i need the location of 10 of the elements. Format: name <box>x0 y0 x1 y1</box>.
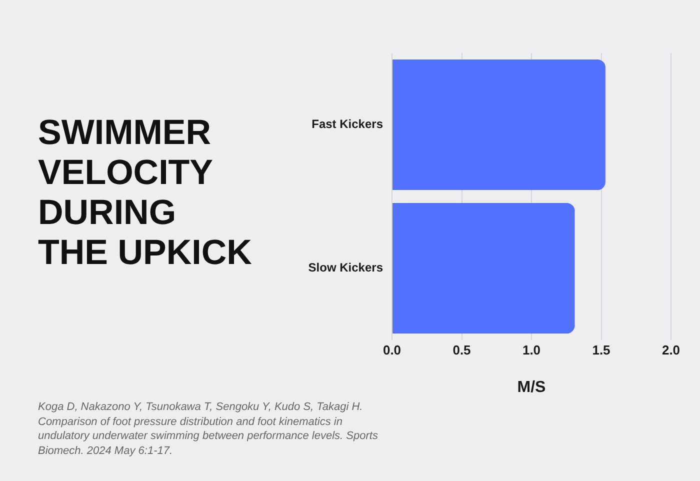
text: Koga D, Nakazono Y, Tsunokawa T, Sengoku Y, Kudo S, Takagi H. Comparison of foot pressure distribution and foot kinematics in undulatory underwater swimming between performance levels. Sports Biomech. 2024 May 6:1-17. <box>38 400 379 458</box>
x-axis-title: M/S <box>517 378 546 396</box>
x-tick-label: 2.0 <box>662 342 680 358</box>
x-tick-label: 1.5 <box>592 342 610 358</box>
text: SWIMMER VELOCITY DURING THE UPKICK <box>38 113 253 273</box>
y-tick-label: Fast Kickers <box>312 117 384 132</box>
y-tick-label: Slow Kickers <box>308 260 384 275</box>
x-tick-label: 0.0 <box>382 342 402 358</box>
x-tick-label: 1.0 <box>522 342 541 358</box>
x-tick-label: 0.5 <box>452 342 471 358</box>
